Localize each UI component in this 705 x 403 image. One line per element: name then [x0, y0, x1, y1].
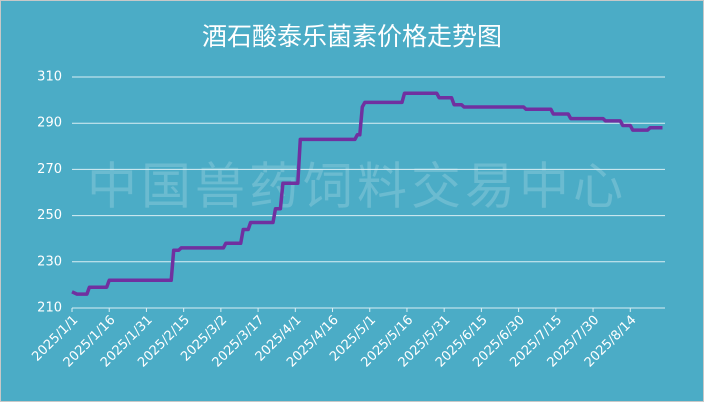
y-tick-label: 310	[37, 70, 62, 85]
chart-title: 酒石酸泰乐菌素价格走势图	[202, 22, 502, 51]
y-tick-label: 270	[37, 162, 62, 177]
watermark: 中国兽药饲料交易中心	[87, 158, 627, 216]
y-tick-label: 290	[37, 116, 62, 131]
y-tick-label: 210	[37, 301, 62, 316]
price-line	[71, 91, 663, 296]
y-tick-label: 250	[37, 208, 62, 223]
y-tick-label: 230	[37, 254, 62, 269]
